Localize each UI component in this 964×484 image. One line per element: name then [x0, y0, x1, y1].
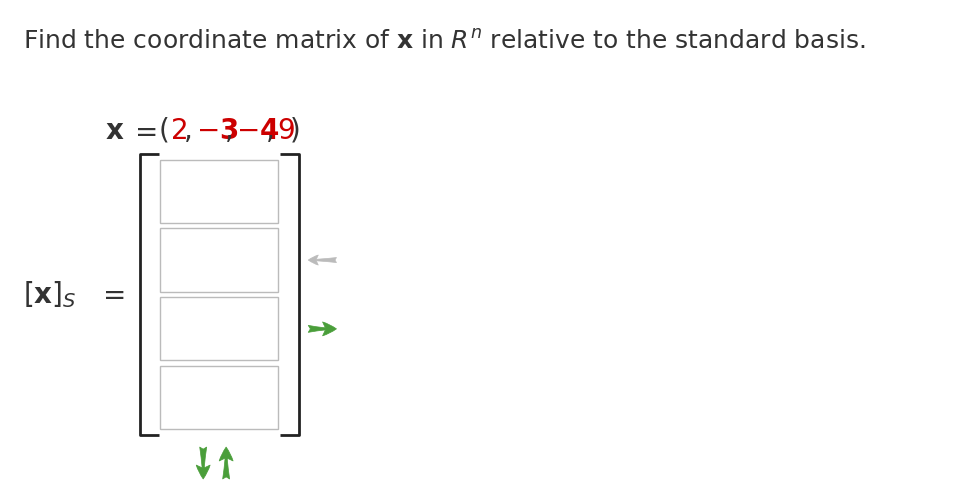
Text: (: (: [159, 117, 170, 145]
Text: $=$: $=$: [97, 280, 124, 308]
Text: ,: ,: [226, 117, 234, 145]
Bar: [160, 228, 279, 292]
Text: 9: 9: [277, 117, 295, 145]
Text: $\mathbf{x}$: $\mathbf{x}$: [105, 117, 125, 145]
Text: ): ): [289, 117, 300, 145]
Bar: [160, 160, 279, 223]
Text: $[\mathbf{x}]_S$: $[\mathbf{x}]_S$: [23, 279, 76, 310]
Text: 2: 2: [172, 117, 189, 145]
Text: $-\mathbf{4}$: $-\mathbf{4}$: [236, 117, 280, 145]
Bar: [160, 366, 279, 429]
Text: $-\mathbf{3}$: $-\mathbf{3}$: [196, 117, 238, 145]
Text: Find the coordinate matrix of $\mathbf{x}$ in $\mathit{R}^n$ relative to the sta: Find the coordinate matrix of $\mathbf{x…: [23, 30, 865, 54]
Text: $=$: $=$: [129, 117, 157, 145]
Bar: [160, 297, 279, 361]
Text: ,: ,: [184, 117, 193, 145]
Text: ,: ,: [266, 117, 275, 145]
